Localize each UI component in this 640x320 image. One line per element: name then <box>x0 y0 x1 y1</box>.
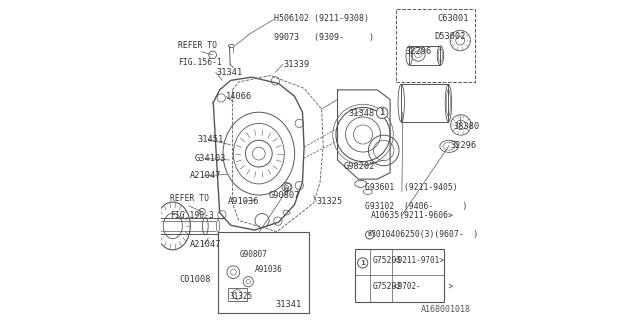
Bar <box>228 288 246 301</box>
Text: D53002: D53002 <box>434 32 465 41</box>
Text: 31339: 31339 <box>284 60 310 69</box>
Circle shape <box>358 258 368 268</box>
Text: 31451: 31451 <box>197 135 223 144</box>
Text: REFER TO: REFER TO <box>178 41 217 50</box>
Text: C63001: C63001 <box>437 14 468 23</box>
Text: 31341: 31341 <box>216 68 243 77</box>
Text: 32296: 32296 <box>405 47 431 56</box>
Text: C01008: C01008 <box>180 275 211 284</box>
Text: G34103: G34103 <box>194 154 226 163</box>
Text: A91036: A91036 <box>255 265 282 274</box>
Text: REFER TO: REFER TO <box>170 194 209 203</box>
Text: 31341: 31341 <box>275 300 301 308</box>
Circle shape <box>365 231 374 239</box>
Text: <9211-9701>: <9211-9701> <box>394 256 444 265</box>
Text: 1: 1 <box>380 108 385 117</box>
Text: 14066: 14066 <box>226 92 252 101</box>
Text: G98202: G98202 <box>344 162 376 171</box>
Text: 99073   (9309-     ): 99073 (9309- ) <box>274 33 374 42</box>
Text: 1: 1 <box>360 260 365 266</box>
Text: H506102 (9211-9308): H506102 (9211-9308) <box>274 14 369 23</box>
Circle shape <box>376 107 388 119</box>
Text: <9702-      >: <9702- > <box>394 282 453 291</box>
Text: G93601  (9211-9405): G93601 (9211-9405) <box>365 183 457 192</box>
Bar <box>355 249 444 302</box>
Text: G75201: G75201 <box>372 256 402 265</box>
Text: G93102  (9406-      ): G93102 (9406- ) <box>365 202 467 211</box>
Text: 38380: 38380 <box>453 122 479 131</box>
Bar <box>218 232 309 313</box>
Text: FIG.190-3: FIG.190-3 <box>170 211 214 220</box>
Text: A168001018: A168001018 <box>421 305 471 314</box>
Text: B010406250(3)(9607-  ): B010406250(3)(9607- ) <box>371 230 478 239</box>
Text: A10635(9211-9606>: A10635(9211-9606> <box>371 211 454 220</box>
Text: A91036: A91036 <box>228 197 259 206</box>
Bar <box>401 84 449 122</box>
Text: G90807: G90807 <box>240 250 268 259</box>
Text: G75202: G75202 <box>372 282 402 291</box>
Bar <box>396 9 474 82</box>
Text: 31348: 31348 <box>349 109 375 118</box>
Text: G90807: G90807 <box>269 190 301 200</box>
Text: FIG.156-1: FIG.156-1 <box>178 58 222 67</box>
Text: A21047: A21047 <box>189 172 221 180</box>
Text: 31325: 31325 <box>229 292 252 300</box>
Text: 32296: 32296 <box>450 141 476 150</box>
Text: A21047: A21047 <box>189 240 221 249</box>
Bar <box>409 46 440 65</box>
Text: B: B <box>367 232 372 237</box>
Text: 31325: 31325 <box>317 197 343 206</box>
